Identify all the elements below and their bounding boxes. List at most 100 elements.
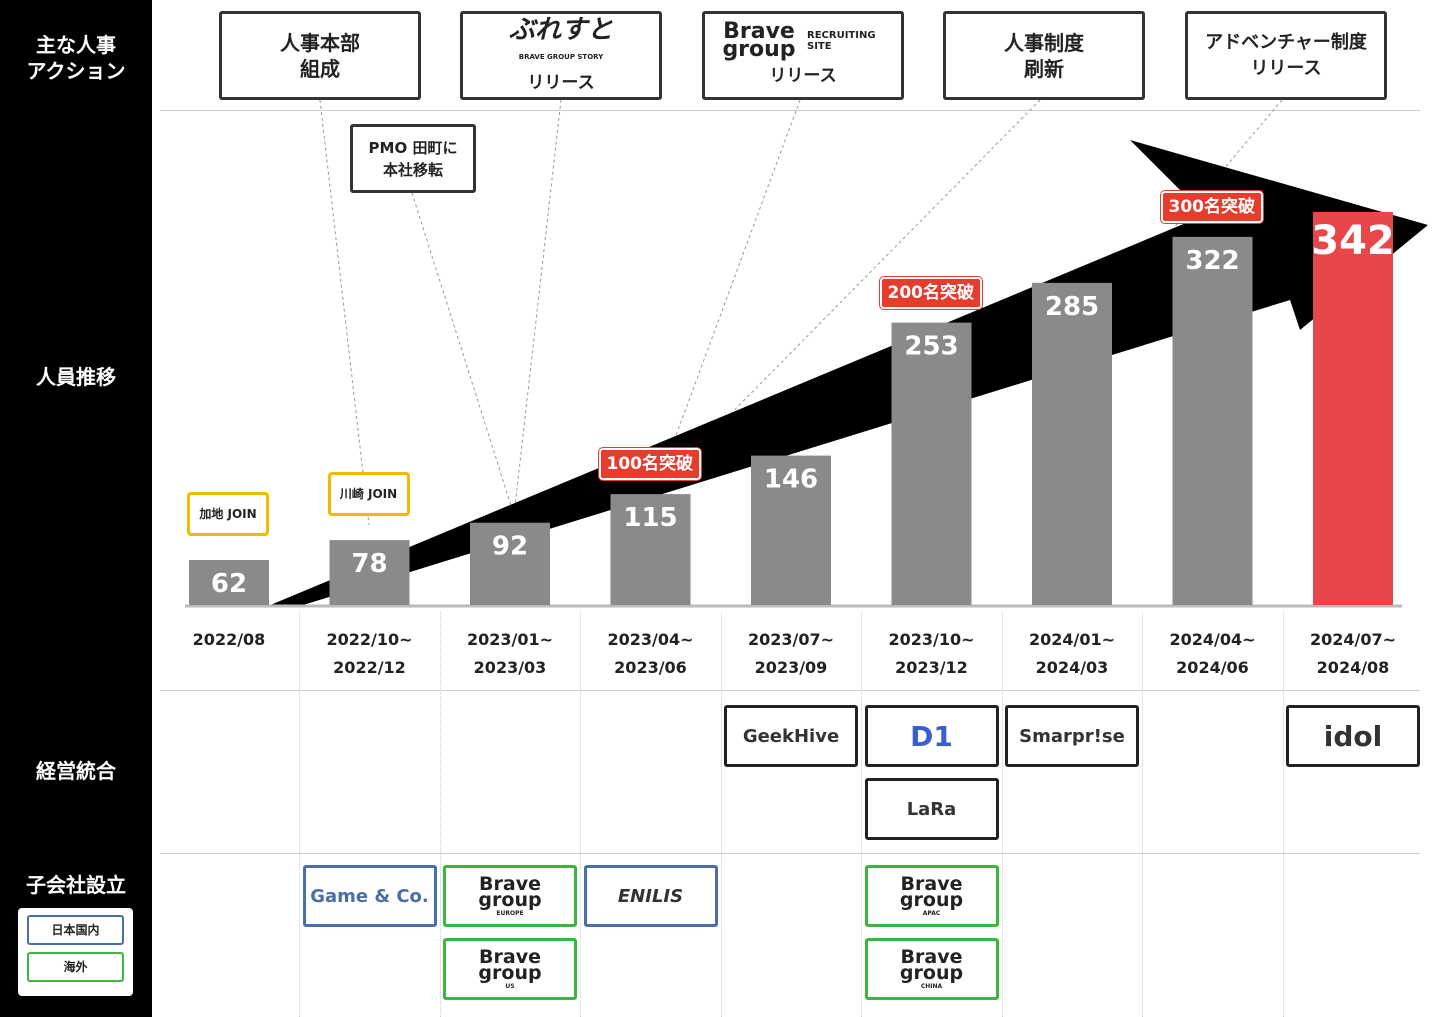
bar xyxy=(1172,236,1253,605)
x-tick-label: 2022/08 xyxy=(192,630,266,649)
label-actions: 主な人事 アクション xyxy=(26,33,126,83)
brave-group-logo: Brave group xyxy=(722,18,796,62)
company-logo-text: ENILIS xyxy=(617,885,684,907)
connector-line xyxy=(319,99,370,526)
x-tick-label: 2023/10~ 2023/12 xyxy=(888,630,975,677)
action-line: PMO 田町に xyxy=(368,138,458,157)
action-line: 人事制度 xyxy=(1004,30,1084,55)
bar xyxy=(470,522,550,605)
bar-value-label: 146 xyxy=(764,465,818,495)
connector-line xyxy=(699,99,1041,446)
legend: 日本国内 海外 xyxy=(18,908,133,996)
bar xyxy=(329,540,410,605)
divider xyxy=(160,690,1420,691)
column-divider xyxy=(720,612,722,1017)
sidebar: 主な人事 アクション 人員推移 経営統合 子会社設立 日本国内 海外 xyxy=(0,0,152,1017)
action-line: 組成 xyxy=(300,56,340,81)
column-divider xyxy=(439,612,441,1017)
legend-domestic: 日本国内 xyxy=(27,915,124,945)
action-hr-division: 人事本部 組成 xyxy=(219,11,421,100)
connector-line xyxy=(411,192,515,516)
column-divider xyxy=(1001,612,1003,1017)
company-logo-text: Brave group xyxy=(478,945,542,984)
label-headcount: 人員推移 xyxy=(36,365,116,389)
x-tick-label: 2023/01~ 2023/03 xyxy=(466,630,554,677)
action-line: リリース xyxy=(527,72,595,93)
logo-sub: BRAVE GROUP STORY xyxy=(518,52,604,61)
company-logo-text: Brave group xyxy=(899,872,964,911)
x-tick-label: 2023/04~ 2023/06 xyxy=(607,630,694,677)
bar xyxy=(1032,282,1112,605)
label-integration: 経営統合 xyxy=(36,759,116,783)
x-tick-label: 2023/07~ 2023/09 xyxy=(747,630,835,677)
integration-company: D1 xyxy=(864,705,999,767)
integration-company: LaRa xyxy=(864,778,999,840)
action-pmo-relocation: PMO 田町に 本社移転 xyxy=(350,124,476,193)
action-line: 人事本部 xyxy=(280,30,360,55)
action-adventure: アドベンチャー制度 リリース xyxy=(1185,11,1387,100)
x-tick-label: 2024/01~ 2024/03 xyxy=(1028,630,1116,677)
column-divider xyxy=(1282,612,1284,1017)
bar xyxy=(189,560,269,605)
company-region: US xyxy=(505,982,515,990)
column-divider xyxy=(1142,612,1143,1017)
action-line: リリース xyxy=(1250,57,1322,79)
milestone-badge: 300名突破 xyxy=(1160,190,1263,223)
bar-value-label: 115 xyxy=(623,503,677,533)
bar xyxy=(1313,212,1393,605)
integration-company: idol xyxy=(1286,705,1420,767)
action-buresuto: ぶれすと BRAVE GROUP STORY リリース xyxy=(460,11,662,100)
integration-company: Smarpr!se xyxy=(1005,705,1139,767)
company-region: CHINA xyxy=(920,982,943,990)
company-logo-text: LaRa xyxy=(906,798,957,820)
bar-value-label: 253 xyxy=(904,332,958,362)
action-recruiting-site: Brave group RECRUITING SITE リリース xyxy=(702,11,904,100)
company-logo-text: Game & Co. xyxy=(310,885,429,907)
subsidiary-company: Game & Co. xyxy=(302,865,437,927)
subsidiary-company: Brave group APAC xyxy=(864,865,999,927)
growth-arrow xyxy=(268,140,1428,606)
company-logo-text: Brave group xyxy=(478,872,542,911)
milestone-badge: 200名突破 xyxy=(879,276,982,309)
action-line: アドベンチャー制度 xyxy=(1205,31,1367,53)
subsidiary-company: Brave group EUROPE xyxy=(443,865,577,927)
join-callout: 川崎 JOIN xyxy=(327,472,410,517)
action-line: リリース xyxy=(769,65,837,86)
x-tick-label: 2024/07~ 2024/08 xyxy=(1309,630,1397,677)
milestone-badge: 100名突破 xyxy=(598,448,701,481)
bar-value-label: 285 xyxy=(1045,292,1099,322)
x-tick-label: 2024/04~ 2024/06 xyxy=(1169,630,1256,677)
column-divider xyxy=(861,612,862,1017)
bar-value-label: 342 xyxy=(1311,218,1395,264)
integration-company: GeekHive xyxy=(724,705,858,767)
divider xyxy=(160,853,1420,854)
connector-line xyxy=(513,99,562,516)
label-subsidiary: 子会社設立 xyxy=(26,873,126,897)
logo-sub: RECRUITING SITE xyxy=(807,29,876,52)
company-logo-text: GeekHive xyxy=(742,725,840,747)
x-tick-label: 2022/10~ 2022/12 xyxy=(326,630,413,677)
subsidiary-company: Brave group CHINA xyxy=(864,938,999,1000)
company-region: APAC xyxy=(922,909,941,917)
bar-value-label: 92 xyxy=(492,532,528,562)
subsidiary-company: Brave group US xyxy=(443,938,577,1000)
company-region: EUROPE xyxy=(496,909,524,917)
action-hr-system: 人事制度 刷新 xyxy=(943,11,1145,100)
join-callout: 加地 JOIN xyxy=(187,492,269,536)
connector-line xyxy=(653,99,801,496)
action-line: 刷新 xyxy=(1024,56,1064,81)
company-logo-text: idol xyxy=(1323,719,1383,753)
column-divider xyxy=(580,612,581,1017)
divider xyxy=(160,110,1420,111)
company-logo-text: Brave group xyxy=(899,945,964,984)
bar xyxy=(751,455,831,605)
bar-value-label: 62 xyxy=(211,569,247,599)
buresuto-logo: ぶれすと xyxy=(508,14,613,45)
action-line: 本社移転 xyxy=(382,160,443,179)
bar xyxy=(891,322,972,605)
bar xyxy=(610,494,691,605)
bar-value-label: 78 xyxy=(351,549,387,579)
bar-value-label: 322 xyxy=(1185,246,1239,276)
company-logo-text: D1 xyxy=(910,719,953,753)
